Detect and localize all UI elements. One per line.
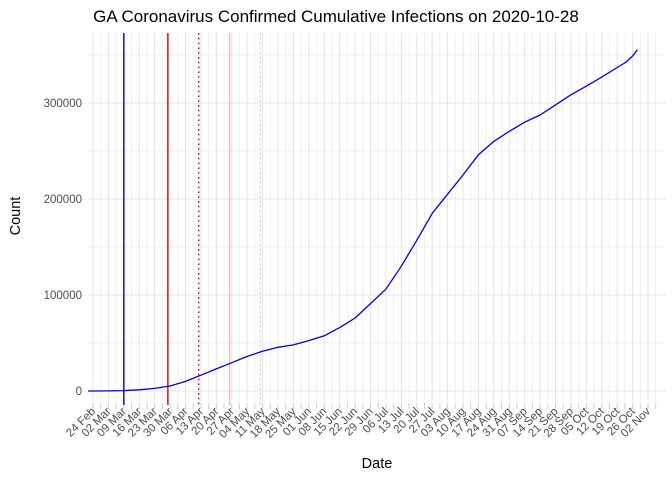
- x-axis-title: Date: [361, 456, 393, 472]
- axis-tick-marks: [92, 403, 657, 409]
- y-tick-labels: 0 100000 200000 300000: [44, 98, 82, 398]
- y-axis-title: Count: [8, 196, 24, 236]
- cumulative-confirmed-infections: [87, 49, 638, 392]
- y-tick-label: 0: [76, 386, 82, 398]
- chart-title: GA Coronavirus Confirmed Cumulative Infe…: [93, 7, 579, 26]
- event-vlines: [123, 33, 262, 405]
- minor-gridlines: [88, 33, 666, 401]
- y-tick-label: 300000: [44, 98, 82, 110]
- y-tick-label: 200000: [44, 194, 82, 206]
- major-gridlines: [88, 33, 666, 401]
- y-tick-label: 100000: [44, 290, 82, 302]
- series-lines: [87, 49, 638, 392]
